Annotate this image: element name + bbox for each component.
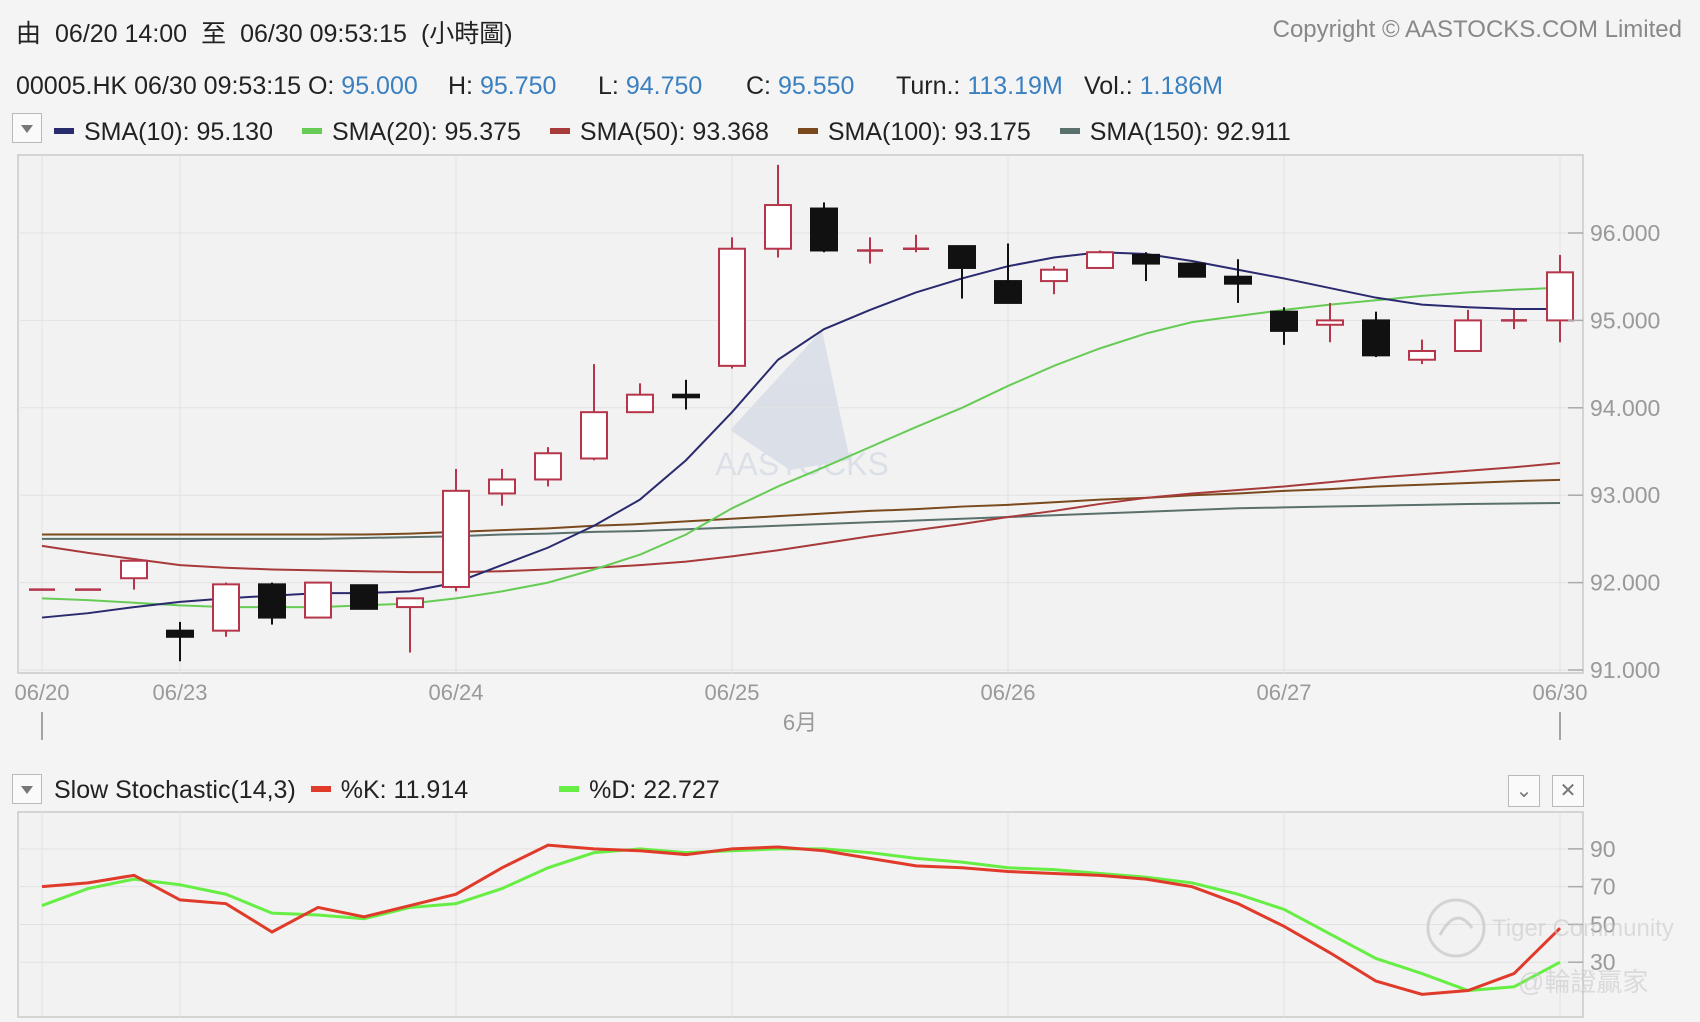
candle-body [1454, 319, 1482, 352]
month-label: 6月 [783, 710, 817, 735]
legend-sma50: SMA(50): 93.368 [549, 118, 769, 147]
stochastic-panel [17, 811, 1584, 1018]
copyright-text: Copyright © AASTOCKS.COM Limited [1272, 16, 1682, 43]
x-tick-label: 06/23 [152, 680, 207, 705]
legend-swatch [797, 128, 818, 135]
candle-body [350, 584, 378, 610]
tiger-community-logo: Tiger Community @輪證贏家 [1426, 898, 1674, 997]
chart-kind: (小時圖) [420, 20, 513, 48]
legend-sma20: SMA(20): 95.375 [301, 118, 521, 147]
price-tick-label: 95.000 [1590, 307, 1660, 333]
to-label: 至 [201, 20, 227, 48]
quote-volume: Vol.: 1.186M [1084, 72, 1223, 100]
x-tick-label: 06/24 [428, 680, 483, 705]
legend-swatch [301, 128, 322, 135]
price-tick-label: 92.000 [1590, 570, 1660, 596]
legend-d: %D: 22.727 [589, 776, 720, 804]
candle-body [948, 245, 976, 269]
legend-swatch-d [559, 786, 580, 793]
candle-body [1546, 271, 1574, 322]
candle-body [396, 597, 424, 609]
candle-body [1408, 349, 1436, 361]
candle-body [1086, 251, 1114, 269]
candle-body [994, 280, 1022, 304]
candle-body [442, 489, 470, 588]
stoch-tick-label: 70 [1590, 874, 1616, 900]
x-tick-label: 06/20 [14, 680, 69, 705]
candle-body [1040, 268, 1068, 283]
x-tick-label: 06/27 [1256, 680, 1311, 705]
quote-open: 95.000 [341, 72, 418, 100]
sma-line-SMA(20) [41, 286, 1561, 609]
community-mark-text: Tiger Community [1492, 915, 1674, 942]
candle-body [1270, 310, 1298, 332]
price-tick-label: 96.000 [1590, 220, 1660, 246]
legend-sma10: SMA(10): 95.130 [54, 118, 273, 147]
candle-body [534, 452, 562, 481]
stoch-tick-label: 90 [1590, 836, 1616, 862]
candle-body [304, 581, 332, 619]
legend-swatch-k [310, 786, 331, 793]
close-icon[interactable]: ✕ [1552, 775, 1584, 807]
candle-body [166, 629, 194, 638]
candle-body [1362, 319, 1390, 357]
price-tick-label: 91.000 [1590, 657, 1660, 683]
aastocks-watermark-logo: AASTOCKS [715, 330, 889, 482]
legend-swatch [54, 128, 74, 135]
from-label: 由 [16, 20, 42, 48]
candle-body [1224, 275, 1252, 285]
indicator-dropdown-icon[interactable] [12, 113, 42, 143]
quote-turnover: Turn.: 113.19M [896, 72, 1063, 100]
candle-body [672, 393, 700, 399]
stochastic-dropdown-icon[interactable] [12, 774, 42, 804]
community-user-text: @輪證贏家 [1518, 967, 1648, 997]
candle-body [120, 559, 148, 580]
candle-body [1178, 262, 1206, 278]
from-value: 06/20 14:00 [55, 20, 188, 48]
x-tick-label: 06/26 [980, 680, 1035, 705]
to-value: 06/30 09:53:15 [240, 20, 407, 48]
candle-body [212, 583, 240, 632]
sma-line-SMA(10) [41, 251, 1560, 619]
sma-line-SMA(100) [42, 478, 1561, 536]
stochastic-legend: Slow Stochastic(14,3) %K: 11.914 %D: 22.… [54, 776, 720, 805]
stoch-tick-label: 30 [1590, 949, 1616, 975]
sma-line-SMA(50) [41, 462, 1561, 574]
quote-low: L: 94.750 [598, 72, 703, 100]
price-tick-label: 93.000 [1590, 482, 1660, 508]
candle-body [258, 583, 286, 619]
quote-symbol-time: 00005.HK 06/30 09:53:15 O: 95.000 [16, 72, 418, 100]
stoch-line-k [41, 843, 1562, 996]
price-tick-label: 94.000 [1590, 395, 1660, 421]
legend-sma150: SMA(150): 92.911 [1059, 118, 1291, 147]
legend-sma100: SMA(100): 93.175 [797, 118, 1031, 147]
candle-body [1132, 253, 1160, 265]
stoch-tick-label: 50 [1590, 911, 1616, 937]
legend-swatch [1059, 128, 1080, 135]
x-tick-label: 06/30 [1532, 680, 1587, 705]
stochastic-title: Slow Stochastic(14,3) [54, 776, 296, 804]
candle-body [488, 478, 516, 495]
x-tick-label: 06/25 [704, 680, 759, 705]
collapse-chevron-icon[interactable]: ⌄ [1508, 775, 1540, 807]
quote-high: H: 95.750 [448, 72, 557, 100]
legend-swatch [549, 128, 570, 135]
candle-body [1316, 319, 1344, 326]
candle-body [580, 411, 608, 460]
sma-legend: SMA(10): 95.130 SMA(20): 95.375 SMA(50):… [54, 118, 1313, 147]
quote-close: C: 95.550 [746, 72, 855, 100]
candle-body [810, 207, 838, 252]
date-range: 由 06/20 14:00 至 06/30 09:53:15 (小時圖) [16, 14, 527, 50]
sma-line-SMA(150) [42, 501, 1561, 540]
candle-body [718, 247, 746, 367]
candle-body [764, 204, 792, 250]
candle-body [626, 393, 654, 414]
legend-k: %K: 11.914 [340, 776, 469, 804]
